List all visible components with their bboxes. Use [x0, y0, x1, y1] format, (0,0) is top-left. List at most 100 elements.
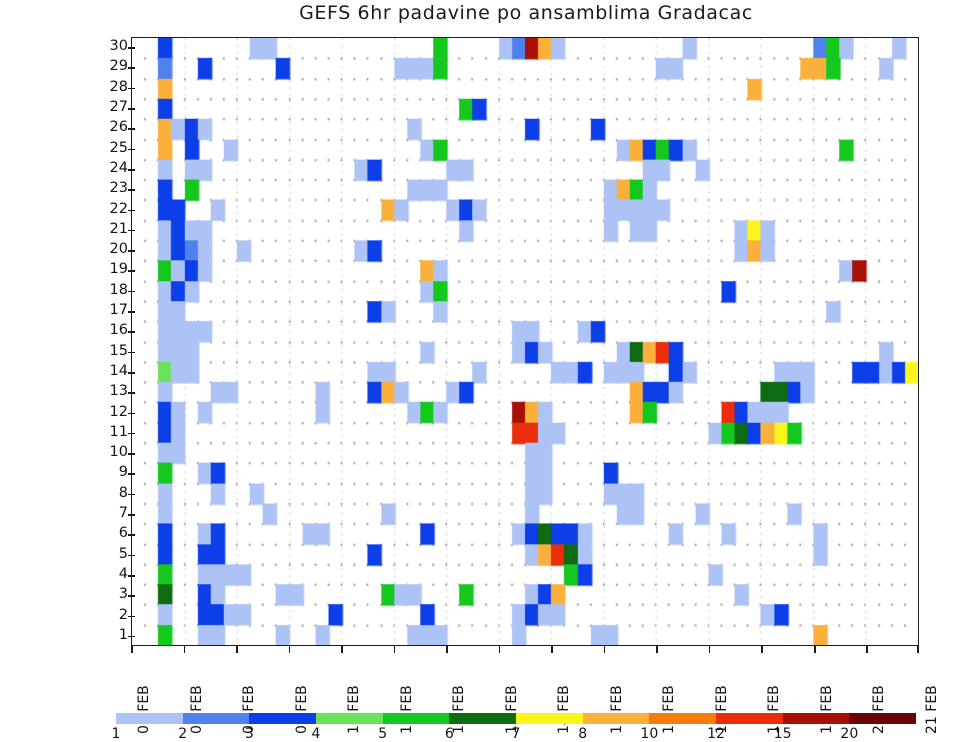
- colorbar-tick-label: 3: [244, 726, 254, 742]
- y-tick-label: 5: [118, 545, 128, 562]
- y-axis: 30 29 28 27 26 25 24 23 22 21 20 19 18 17 16 15 14 13 12 11…: [95, 37, 128, 646]
- y-tick-label: 8: [118, 484, 128, 501]
- y-tick-label: 14: [109, 362, 128, 379]
- colorbar-band: [649, 713, 717, 724]
- y-tick-label: 20: [109, 241, 128, 258]
- colorbar-band: [582, 713, 650, 724]
- y-tick-label: 6: [118, 525, 128, 542]
- colorbar-band: [849, 713, 917, 724]
- page-title: GEFS 6hr padavine po ansamblima Gradacac: [299, 2, 753, 24]
- x-tick-mark: [288, 646, 291, 653]
- x-tick-mark: [708, 646, 711, 653]
- y-tick-label: 12: [109, 403, 128, 420]
- y-tick-label: 29: [109, 58, 128, 75]
- y-tick-label: 21: [109, 220, 128, 237]
- y-tick-label: 27: [109, 99, 128, 116]
- y-tick-label: 3: [118, 586, 128, 603]
- x-tick-mark: [917, 646, 919, 653]
- colorbar-tick-label: 4: [311, 726, 321, 742]
- y-tick-mark: [128, 473, 135, 476]
- x-tick-mark: [341, 646, 343, 653]
- x-tick-mark: [603, 646, 606, 653]
- y-tick-label: 7: [118, 505, 128, 522]
- x-axis: 06 FEB 07 FEB 08 FEB 09 FEB 10 FEB 11 FEB 12 F…: [131, 646, 940, 742]
- y-tick-label: 16: [109, 322, 128, 339]
- colorbar-tick-label: 7: [511, 726, 521, 742]
- colorbar-tick-label: 15: [773, 726, 792, 742]
- x-tick-mark: [446, 646, 448, 653]
- y-tick-label: 19: [109, 261, 128, 278]
- y-tick-mark: [128, 534, 135, 536]
- x-tick-mark: [183, 646, 186, 653]
- y-tick-mark: [128, 270, 135, 273]
- colorbar-band: [182, 713, 250, 724]
- y-tick-label: 24: [109, 159, 128, 176]
- colorbar-band: [716, 713, 783, 724]
- y-tick-mark: [128, 108, 135, 110]
- y-tick-mark: [128, 412, 135, 415]
- colorbar-tick-label: 10: [640, 726, 659, 742]
- y-tick-mark: [128, 67, 135, 70]
- colorbar-bands: [116, 713, 917, 724]
- colorbar-tick-labels: 1 2 3 4 5 6 7 8 10 12 15 20: [112, 726, 916, 742]
- y-tick-label: 4: [118, 565, 128, 582]
- y-tick-label: 23: [109, 180, 128, 197]
- y-tick-mark: [128, 311, 135, 313]
- x-tick-mark: [236, 646, 238, 653]
- y-tick-mark: [128, 290, 135, 293]
- y-tick-label: 10: [109, 444, 128, 461]
- y-tick-mark: [128, 574, 135, 577]
- y-tick-mark: [128, 331, 135, 333]
- y-tick-mark: [128, 209, 135, 212]
- x-tick-label: 21 FEB: [924, 685, 940, 734]
- y-tick-label: 1: [118, 626, 128, 643]
- y-tick-label: 13: [109, 383, 128, 400]
- y-tick-mark: [128, 432, 135, 435]
- colorbar-tick-label: 6: [444, 726, 454, 742]
- y-tick-mark: [128, 189, 135, 191]
- y-tick-label: 11: [109, 423, 128, 440]
- y-tick-mark: [128, 635, 135, 638]
- colorbar-tick-label: 8: [578, 726, 588, 742]
- y-tick-mark: [128, 615, 135, 618]
- y-tick-label: 25: [109, 139, 128, 156]
- y-tick-mark: [128, 351, 135, 354]
- x-tick-mark: [813, 646, 816, 653]
- x-tick-mark: [866, 646, 869, 653]
- colorbar-tick-label: 12: [707, 726, 725, 742]
- colorbar-legend: 1 2 3 4 5 6 7 8 10 12 15 20: [112, 713, 917, 742]
- y-tick-mark: [128, 128, 135, 130]
- colorbar-band: [316, 713, 383, 724]
- y-tick-label: 26: [109, 119, 128, 136]
- y-tick-mark: [128, 148, 135, 151]
- x-tick-mark: [656, 646, 658, 653]
- colorbar-band: [249, 713, 317, 724]
- y-tick-label: 17: [109, 302, 128, 319]
- y-tick-mark: [128, 595, 135, 597]
- y-tick-mark: [128, 453, 135, 455]
- y-tick-mark: [128, 250, 135, 252]
- colorbar-tick-label: 2: [178, 726, 188, 742]
- colorbar-band: [449, 713, 517, 724]
- y-tick-label: 22: [109, 200, 128, 217]
- y-tick-mark: [128, 392, 135, 394]
- x-tick-mark: [393, 646, 396, 653]
- colorbar-band: [782, 713, 850, 724]
- y-tick-mark: [128, 514, 135, 516]
- y-tick-mark: [128, 229, 135, 232]
- colorbar-band: [516, 713, 583, 724]
- y-tick-mark: [128, 47, 135, 49]
- heatmap-plot-area: [131, 37, 919, 646]
- x-tick-mark: [761, 646, 763, 653]
- y-tick-label: 28: [109, 78, 128, 95]
- y-tick-mark: [128, 493, 135, 496]
- y-tick-mark: [128, 87, 135, 90]
- y-tick-mark: [128, 168, 135, 171]
- colorbar-tick-label: 5: [378, 726, 388, 742]
- y-tick-label: 15: [109, 342, 128, 359]
- x-tick-mark: [551, 646, 553, 653]
- y-tick-mark: [128, 371, 135, 374]
- heatmap-canvas: [132, 38, 918, 645]
- y-tick-label: 2: [118, 606, 128, 623]
